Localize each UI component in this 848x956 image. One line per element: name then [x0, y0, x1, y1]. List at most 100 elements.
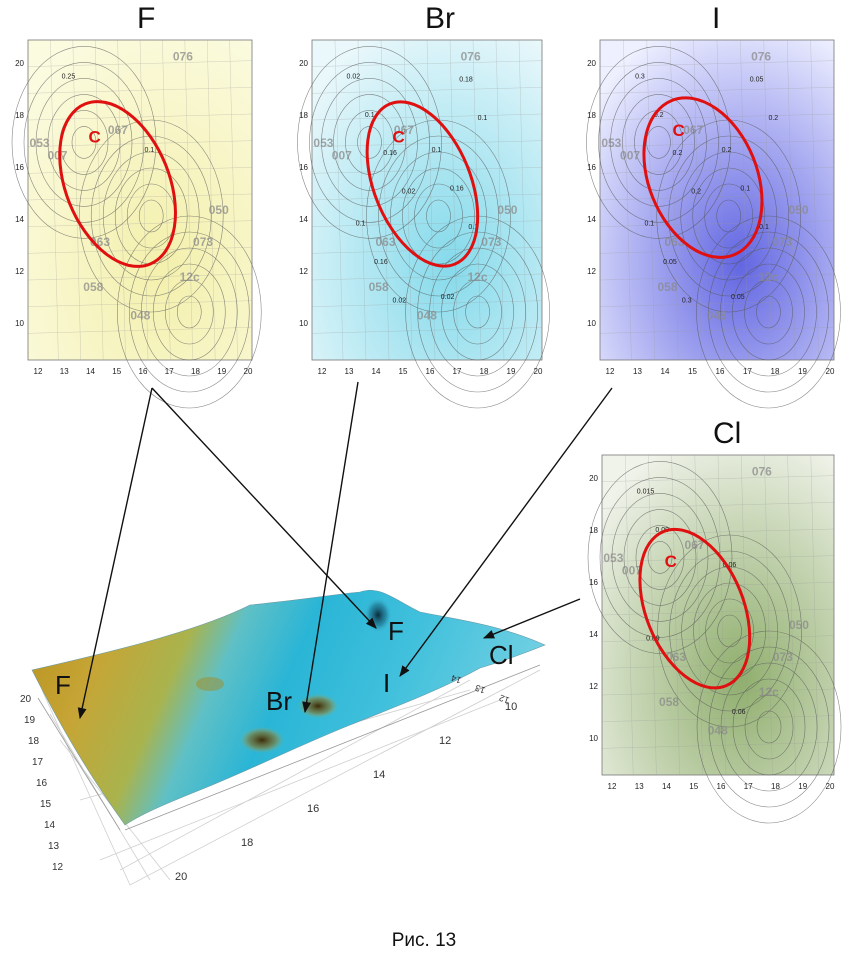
y-tick-label: 12 [15, 267, 24, 276]
map-panel-f: 0.250.107606705300706305804805007312cC12… [11, 39, 262, 409]
surface-axis-left-tick: 18 [28, 736, 40, 747]
contour-label: 0.05 [663, 259, 677, 266]
x-tick-label: 17 [165, 367, 174, 376]
map-site-label: 050 [497, 203, 517, 217]
zone-outline [638, 527, 752, 690]
map-site-label: 067 [683, 123, 703, 137]
x-tick-label: 13 [60, 367, 69, 376]
x-tick-label: 16 [139, 367, 148, 376]
x-tick-label: 15 [399, 367, 408, 376]
y-tick-label: 18 [299, 111, 308, 120]
surface-element-label: Cl [489, 640, 514, 670]
surface-axis-bottom-tick: 10 [505, 701, 517, 713]
x-tick-label: 13 [345, 367, 354, 376]
contour-label: 0.1 [644, 221, 654, 228]
contour-label: 0.1 [478, 115, 488, 122]
y-tick-label: 12 [299, 267, 308, 276]
x-tick-label: 16 [426, 367, 435, 376]
map-site-label: 063 [376, 235, 396, 249]
map-site-label: 073 [193, 235, 213, 249]
x-tick-label: 14 [661, 367, 670, 376]
map-site-label: 073 [772, 235, 792, 249]
contour-label: 0.1 [365, 112, 375, 119]
y-tick-label: 20 [587, 59, 596, 68]
x-tick-label: 20 [826, 367, 835, 376]
map-site-label: 048 [130, 309, 150, 323]
x-tick-label: 15 [112, 367, 121, 376]
surface-bump [196, 677, 224, 691]
contour-label: 0.02 [347, 73, 361, 80]
map-site-label: 050 [789, 618, 809, 632]
contour-label: 0.18 [459, 77, 473, 84]
arrow-cl [482, 598, 581, 639]
surface-axis-left-tick: 13 [48, 841, 60, 852]
zone-outline [365, 100, 480, 268]
map-site-label: 12c [759, 685, 779, 699]
figure-canvas: 0.250.107606705300706305804805007312cC12… [11, 39, 842, 886]
arrow-f-right [151, 387, 377, 629]
contour-label: 0.2 [768, 115, 778, 122]
contour-label: 0.02 [402, 189, 416, 196]
panel-title-f: F [137, 2, 156, 35]
surface-axis-right-tick: 13 [474, 683, 487, 696]
map-site-label: 053 [603, 551, 623, 565]
surface-axis-left-tick: 14 [44, 820, 56, 831]
contour-label: 0.02 [393, 297, 407, 304]
map-site-label: 053 [601, 136, 621, 150]
map-site-label: 063 [666, 650, 686, 664]
panel-title-i: I [712, 2, 721, 35]
arrow-f-left [77, 387, 153, 720]
surface-axis-right-tick: 12 [498, 693, 511, 706]
map-site-label: 053 [30, 136, 50, 150]
panel-title-br: Br [425, 2, 455, 35]
map-site-label: 076 [461, 49, 481, 63]
surface-axis-bottom-tick: 20 [175, 871, 187, 883]
contour-label: 0.02 [441, 294, 455, 301]
y-tick-label: 10 [589, 734, 598, 743]
map-site-label: 12c [758, 270, 778, 284]
map-site-label: 007 [622, 564, 642, 578]
x-tick-label: 12 [318, 367, 327, 376]
x-tick-label: 13 [633, 367, 642, 376]
map-site-label: 007 [47, 149, 67, 163]
y-tick-label: 20 [589, 474, 598, 483]
y-tick-label: 20 [15, 59, 24, 68]
surface-axis-left-tick: 19 [24, 715, 36, 726]
y-tick-label: 18 [589, 526, 598, 535]
x-tick-label: 18 [480, 367, 489, 376]
surface-axis-right-tick: 14 [450, 673, 463, 686]
contour-label: 0.2 [691, 189, 701, 196]
map-site-label: 058 [657, 280, 677, 294]
zone-label: C [88, 127, 100, 146]
surface-element-label: F [388, 616, 404, 646]
map-site-label: 058 [83, 280, 103, 294]
contour-lines [587, 461, 842, 824]
surface-axis-left-tick: 17 [32, 757, 44, 768]
contour-label: 0.2 [722, 147, 732, 154]
contour-label: 0.1 [759, 224, 769, 231]
surface-axis-bottom-tick: 12 [439, 735, 451, 747]
x-tick-label: 14 [372, 367, 381, 376]
figure-caption: Рис. 13 [391, 930, 457, 951]
x-tick-label: 12 [34, 367, 43, 376]
zone-outline [642, 96, 764, 259]
zone-label: C [393, 127, 405, 146]
x-tick-label: 16 [717, 782, 726, 791]
x-tick-label: 12 [606, 367, 615, 376]
contour-label: 0.06 [723, 562, 737, 569]
x-tick-label: 19 [217, 367, 226, 376]
x-tick-label: 19 [798, 782, 807, 791]
contour-label: 0.1 [432, 147, 442, 154]
map-site-label: 073 [481, 235, 501, 249]
map-site-label: 048 [417, 309, 437, 323]
y-tick-label: 18 [587, 111, 596, 120]
zone-outline [58, 100, 177, 268]
x-tick-label: 13 [635, 782, 644, 791]
x-tick-label: 15 [689, 782, 698, 791]
connector-arrows [77, 381, 613, 720]
map-site-label: 067 [685, 538, 705, 552]
contour-label: 0.1 [356, 221, 366, 228]
y-tick-label: 10 [587, 319, 596, 328]
street-grid [599, 39, 835, 361]
